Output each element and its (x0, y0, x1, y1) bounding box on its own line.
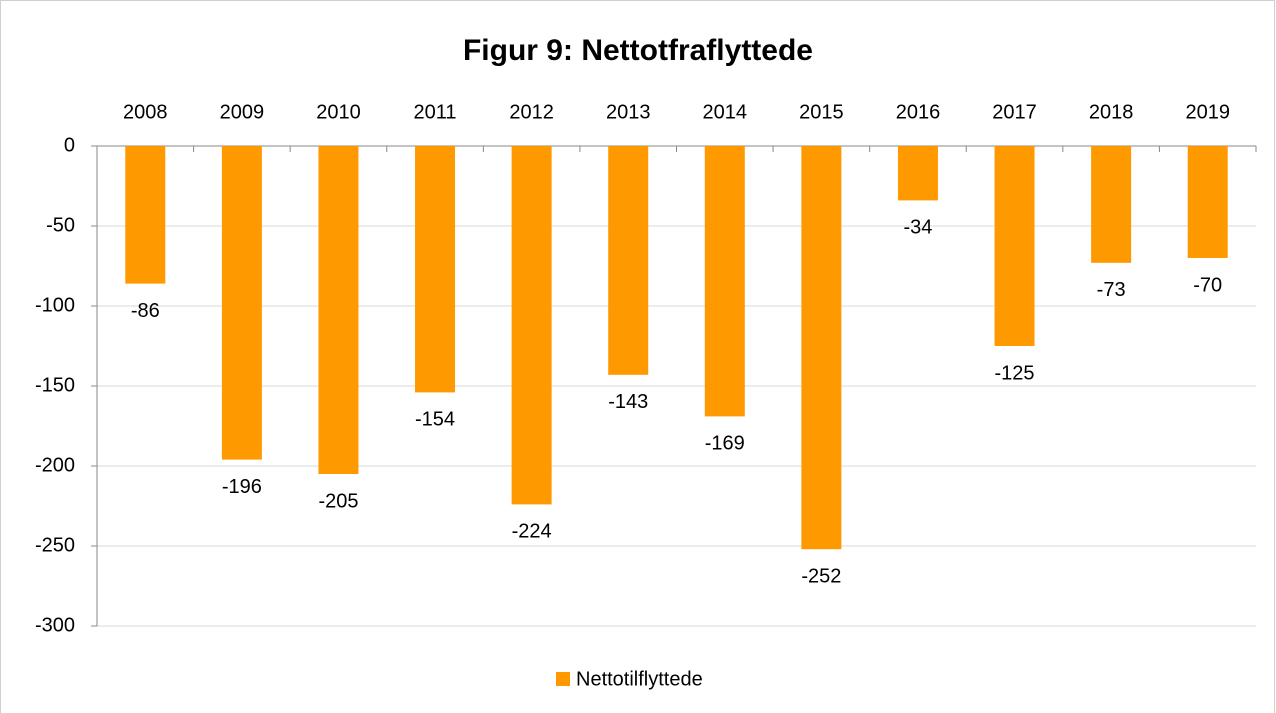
y-tick-label: -300 (35, 614, 75, 636)
x-tick-label: 2019 (1185, 101, 1230, 123)
bar (897, 146, 938, 201)
bar (1187, 146, 1228, 258)
x-tick-label: 2015 (799, 101, 844, 123)
bar (415, 146, 456, 393)
legend-label: Nettotilflyttede (576, 668, 703, 690)
bar (994, 146, 1035, 346)
y-tick-label: -50 (46, 214, 75, 236)
data-label: -34 (904, 217, 933, 239)
bar (318, 146, 359, 474)
x-tick-label: 2018 (1089, 101, 1134, 123)
data-label: -73 (1097, 279, 1126, 301)
y-tick-label: -100 (35, 294, 75, 316)
x-tick-label: 2012 (509, 101, 554, 123)
data-label: -143 (608, 391, 648, 413)
legend-swatch (556, 672, 570, 686)
data-label: -154 (415, 409, 455, 431)
data-label: -224 (512, 521, 552, 543)
bar (511, 146, 552, 505)
data-label: -169 (705, 433, 745, 455)
y-tick-label: 0 (64, 134, 75, 156)
x-tick-label: 2017 (992, 101, 1037, 123)
data-label: -70 (1193, 274, 1222, 296)
bar (1091, 146, 1132, 263)
data-label: -205 (318, 490, 358, 512)
bar (801, 146, 842, 550)
data-label: -86 (131, 300, 160, 322)
bar (704, 146, 745, 417)
data-label: -252 (801, 565, 841, 587)
bar (125, 146, 166, 284)
x-tick-label: 2016 (896, 101, 941, 123)
y-tick-label: -250 (35, 534, 75, 556)
x-tick-label: 2010 (316, 101, 361, 123)
x-tick-label: 2013 (606, 101, 651, 123)
data-label: -196 (222, 476, 262, 498)
x-tick-label: 2011 (414, 101, 457, 123)
bar (221, 146, 262, 460)
y-tick-label: -200 (35, 454, 75, 476)
y-tick-label: -150 (35, 374, 75, 396)
x-tick-label: 2008 (123, 101, 168, 123)
data-label: -125 (995, 362, 1035, 384)
x-tick-label: 2009 (220, 101, 265, 123)
chart-title: Figur 9: Nettotfraflyttede (463, 34, 813, 67)
x-tick-label: 2014 (703, 101, 748, 123)
bar (608, 146, 649, 375)
